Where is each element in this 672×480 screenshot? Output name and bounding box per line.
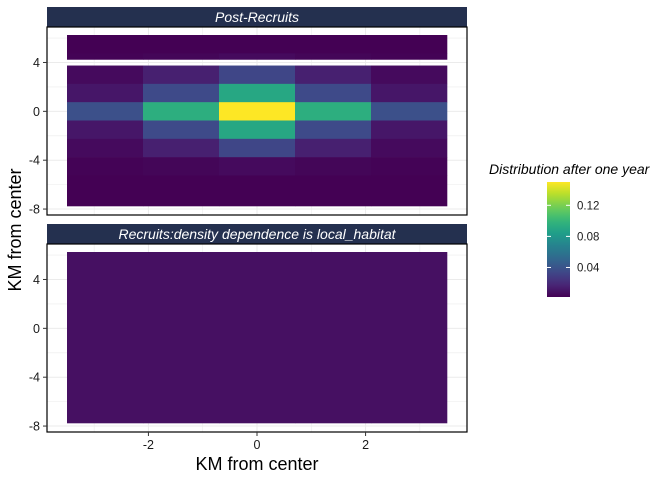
heatmap-cell — [295, 35, 372, 54]
heatmap-cell — [219, 175, 296, 207]
heatmap-cell — [143, 102, 220, 121]
legend-colorbar — [547, 182, 570, 297]
heatmap-cell — [295, 102, 372, 121]
y-axis-title: KM from center — [5, 168, 25, 291]
strip-post-recruits — [47, 7, 467, 27]
heatmap-cells-post-recruits — [67, 35, 448, 207]
heatmap-cell — [371, 53, 448, 60]
heatmap-cell — [143, 157, 220, 176]
panel-recruits-density: Recruits:density dependence is local_hab… — [29, 224, 468, 434]
heatmap-cell — [219, 35, 296, 54]
y-axis-recruits-density: -8 -4 0 4 — [29, 273, 47, 434]
strip-recruits-density — [47, 224, 467, 244]
heatmap-cell — [67, 175, 144, 207]
legend-title: Distribution after one year — [489, 161, 651, 177]
heatmap-cell — [219, 138, 296, 158]
y-tick-label: -4 — [29, 371, 40, 385]
legend-tick-label: 0.12 — [577, 200, 599, 212]
x-axis: -2 0 2 — [143, 432, 369, 452]
heatmap-cell — [371, 138, 448, 158]
heatmap-cell — [371, 65, 448, 85]
heatmap-cell — [143, 83, 220, 103]
heatmap-cell — [295, 138, 372, 158]
heatmap-cell — [143, 252, 220, 424]
heatmap-cell — [143, 175, 220, 207]
heatmap-cell — [219, 102, 296, 121]
y-tick-label: 0 — [33, 322, 40, 336]
legend: Distribution after one year 0.04 0.08 0.12 — [489, 161, 651, 297]
heatmap-cell — [67, 65, 144, 85]
y-tick-label: 0 — [33, 105, 40, 119]
x-tick-label: 2 — [362, 438, 369, 452]
heatmap-cell — [371, 157, 448, 176]
heatmap-cell — [295, 53, 372, 60]
heatmap-cell — [295, 65, 372, 85]
heatmap-cell — [371, 102, 448, 121]
heatmap-cell — [295, 252, 372, 424]
heatmap-cell — [143, 53, 220, 60]
heatmap-cell — [295, 175, 372, 207]
heatmap-cell — [67, 157, 144, 176]
y-tick-label: 4 — [33, 56, 40, 70]
heatmap-cell — [143, 65, 220, 85]
heatmap-cell — [219, 157, 296, 176]
y-tick-label: -4 — [29, 154, 40, 168]
y-axis-post-recruits: -8 -4 0 4 — [29, 56, 47, 217]
panel-title-post-recruits: Post-Recruits — [215, 9, 299, 25]
legend-ticks: 0.04 0.08 0.12 — [547, 200, 600, 274]
panel-post-recruits: Post-Recruits -8 -4 0 4 — [29, 7, 468, 217]
heatmap-cell — [219, 83, 296, 103]
heatmap-cell — [371, 35, 448, 54]
heatmap-cell — [295, 83, 372, 103]
heatmap-cell — [143, 35, 220, 54]
y-tick-label: -8 — [29, 420, 40, 434]
heatmap-cell — [371, 120, 448, 140]
heatmap-cell — [67, 252, 144, 424]
heatmap-cell — [219, 120, 296, 140]
heatmap-cell — [67, 102, 144, 121]
heatmap-cell — [295, 157, 372, 176]
heatmap-cell — [219, 65, 296, 85]
heatmap-cell — [219, 53, 296, 60]
heatmap-cell — [371, 175, 448, 207]
legend-tick-label: 0.04 — [577, 262, 600, 274]
heatmap-cells-recruits-density — [67, 252, 448, 424]
y-tick-label: -8 — [29, 203, 40, 217]
legend-tick-label: 0.08 — [577, 231, 599, 243]
heatmap-cell — [295, 120, 372, 140]
heatmap-cell — [371, 252, 448, 424]
heatmap-cell — [67, 35, 144, 54]
x-tick-label: -2 — [143, 438, 154, 452]
heatmap-cell — [67, 138, 144, 158]
heatmap-cell — [143, 120, 220, 140]
heatmap-cell — [219, 252, 296, 424]
x-tick-label: 0 — [254, 438, 261, 452]
heatmap-cell — [67, 120, 144, 140]
heatmap-cell — [371, 83, 448, 103]
heatmap-cell — [143, 138, 220, 158]
heatmap-cell — [67, 83, 144, 103]
panel-border-post-recruits — [46, 26, 468, 216]
y-tick-label: 4 — [33, 273, 40, 287]
x-axis-title: KM from center — [195, 454, 318, 474]
heatmap-cell — [67, 53, 144, 60]
panel-title-recruits-density: Recruits:density dependence is local_hab… — [118, 226, 396, 242]
